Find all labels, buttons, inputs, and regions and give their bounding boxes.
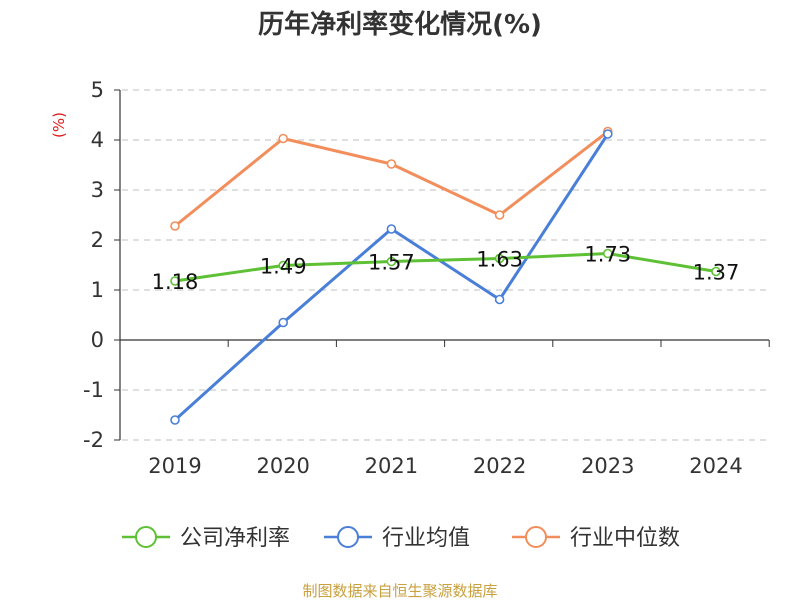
legend-label-2: 行业中位数 [570, 526, 680, 551]
series-point-0 [386, 256, 397, 267]
series-point-2 [278, 133, 289, 144]
y-tick-label: 0 [91, 328, 104, 352]
data-label: 1.37 [693, 261, 740, 285]
series-point-2 [386, 159, 397, 169]
data-label: 1.18 [152, 270, 199, 294]
series-line-2 [174, 130, 609, 228]
legend-label-0: 公司净利率 [180, 526, 290, 551]
y-tick-label: 4 [91, 128, 104, 152]
x-tick-label: 2023 [581, 454, 634, 478]
x-tick-label: 2019 [148, 454, 201, 478]
y-tick-label: -2 [83, 428, 104, 452]
series-line-1 [173, 133, 610, 422]
y-tick-label: 1 [91, 278, 104, 302]
x-tick-label: 2021 [365, 454, 418, 478]
y-tick-label: -1 [83, 378, 104, 402]
legend-marker-1 [337, 526, 359, 548]
series-point-0 [278, 260, 289, 271]
data-label: 1.73 [584, 243, 631, 267]
series-point-1 [602, 129, 613, 139]
y-axis-label: (%) [50, 112, 68, 138]
data-label: 1.63 [476, 248, 523, 272]
source-note: 制图数据来自恒生聚源数据库 [302, 582, 497, 600]
series-point-0 [602, 248, 613, 259]
series-point-0 [494, 253, 505, 264]
series-point-0 [170, 276, 180, 286]
legend-marker-0 [135, 526, 157, 548]
series-point-2 [494, 210, 505, 220]
legend-marker-2 [525, 526, 547, 548]
chart-title: 历年净利率变化情况(%) [258, 9, 542, 40]
x-tick-label: 2024 [689, 454, 742, 478]
series-point-1 [494, 294, 505, 305]
series-point-1 [386, 224, 397, 234]
x-tick-label: 2020 [256, 454, 309, 478]
legend-label-1: 行业均值 [382, 526, 470, 551]
series-point-2 [170, 221, 180, 231]
series-line-0 [174, 252, 717, 283]
axes: -2 -1 0 1 2 3 4 5 2019 2020 2021 2022 2023 2024 [83, 78, 770, 478]
y-tick-label: 3 [91, 178, 104, 202]
grid-lines [122, 89, 769, 441]
legend: 公司净利率 行业均值 行业中位数 [122, 526, 680, 551]
data-labels: 1.18 1.49 1.57 1.63 1.73 1.37 [152, 243, 740, 295]
data-label: 1.49 [260, 255, 307, 279]
series-point-1 [170, 415, 180, 425]
data-label: 1.57 [368, 251, 415, 275]
series-point-0 [711, 266, 721, 277]
x-tick-label: 2022 [473, 454, 526, 478]
y-tick-label: 2 [91, 228, 104, 252]
series-layer [170, 126, 721, 425]
y-tick-label: 5 [91, 78, 104, 102]
series-point-1 [278, 317, 289, 328]
